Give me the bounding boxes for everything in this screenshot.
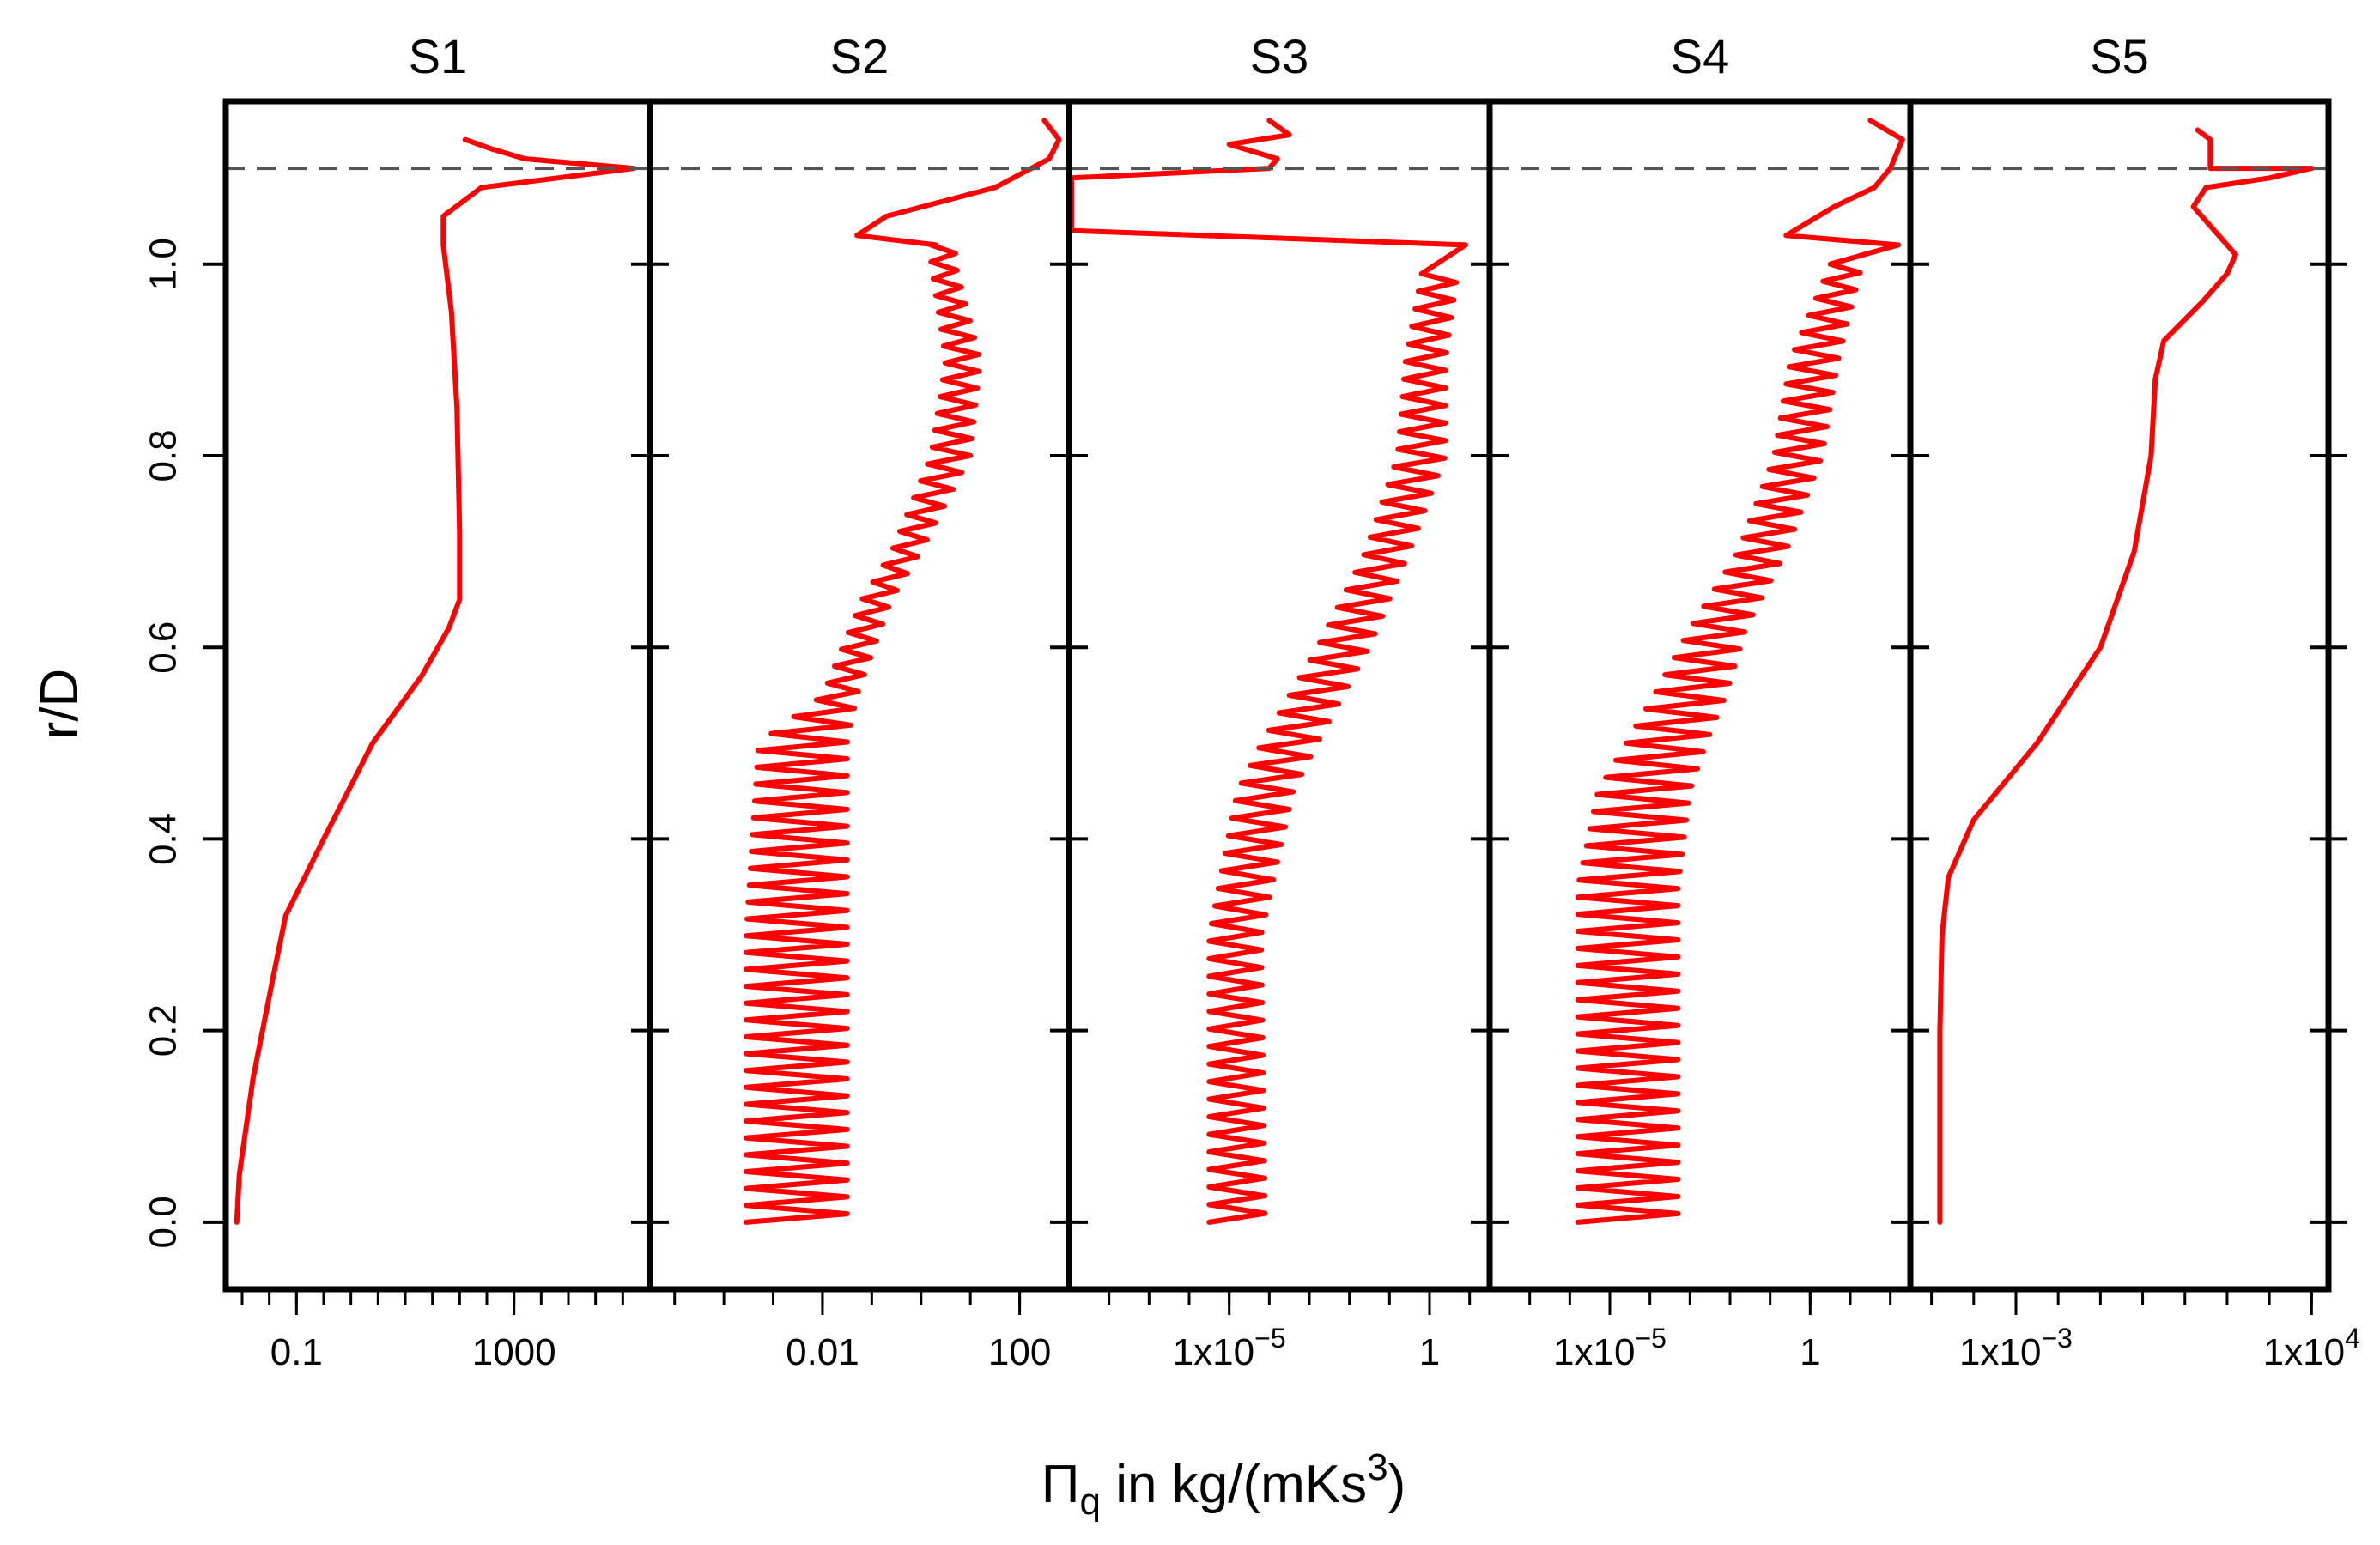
panel-title-s1: S1: [409, 29, 468, 83]
panel-title-s3: S3: [1250, 29, 1309, 83]
x-axis-unit: in kg/(mKs: [1101, 1455, 1368, 1514]
x-axis-unit-close: ): [1387, 1455, 1406, 1514]
y-axis-label: r/D: [30, 668, 89, 740]
y-tick-label: 0.8: [143, 429, 185, 482]
series-line-s1: [234, 136, 636, 1225]
x-axis-subscript: q: [1079, 1481, 1102, 1523]
x-axis-label: Πq in kg/(mKs3): [859, 1425, 1588, 1523]
x-tick-label: 1x104: [2263, 1323, 2360, 1373]
y-tick-label: 0.2: [143, 1004, 185, 1057]
x-tick-label: 1x10−5: [1173, 1323, 1286, 1373]
y-tick-label: 0.6: [143, 621, 185, 674]
x-tick-label: 1x10−5: [1553, 1323, 1667, 1373]
series-line-s4: [1575, 118, 1905, 1225]
x-tick-label: 1: [1419, 1331, 1440, 1373]
x-axis-unit-power: 3: [1367, 1446, 1388, 1488]
x-axis-symbol: Π: [1041, 1455, 1080, 1514]
x-tick-label: 0.1: [270, 1331, 323, 1373]
series-line-s2: [744, 118, 1062, 1225]
y-tick-label: 0.0: [143, 1196, 185, 1248]
panel-frame-s5: [1907, 98, 2332, 1293]
panel-title-s2: S2: [830, 29, 889, 83]
panel-frame-s1: [222, 98, 653, 1293]
panel-frame-s3: [1066, 98, 1493, 1293]
series-line-s5: [1937, 127, 2315, 1225]
x-tick-label: 1000: [472, 1331, 556, 1373]
panel-title-s5: S5: [2090, 29, 2149, 83]
x-tick-label: 1x10−3: [1959, 1323, 2073, 1373]
y-tick-label: 1.0: [143, 238, 185, 290]
x-tick-label: 100: [988, 1331, 1051, 1373]
x-tick-label: 0.01: [786, 1331, 859, 1373]
panel-title-s4: S4: [1671, 29, 1730, 83]
x-tick-label: 1: [1800, 1331, 1820, 1373]
panel-frame-s2: [647, 98, 1072, 1293]
y-tick-label: 0.4: [143, 813, 185, 865]
series-line-s3: [1069, 118, 1468, 1225]
